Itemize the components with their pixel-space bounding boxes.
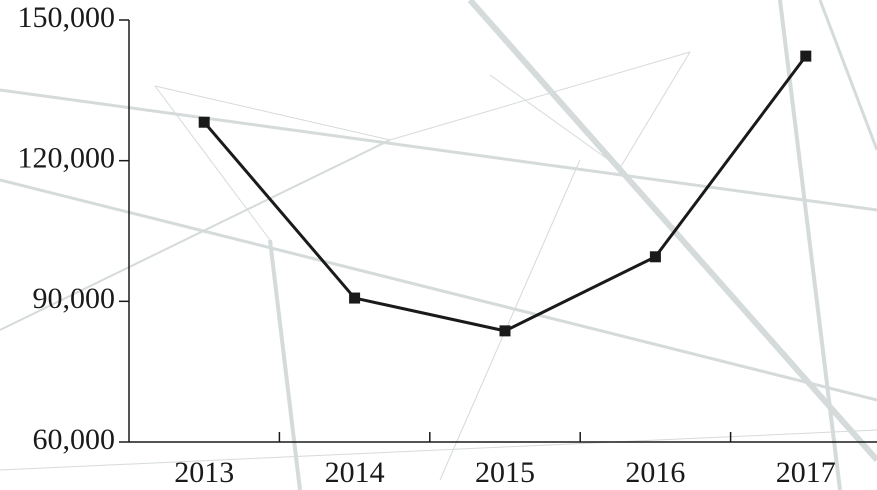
marker — [198, 116, 210, 128]
line — [203, 55, 808, 333]
x-tick-label: 2016 — [625, 456, 685, 489]
y-tick-label: 90,000 — [33, 282, 116, 315]
x-tick-label: 2015 — [475, 456, 535, 489]
y-tick-label: 60,000 — [33, 423, 116, 456]
y-tick-label: 150,000 — [18, 1, 116, 34]
x-tick-label: 2013 — [174, 456, 234, 489]
marker — [349, 292, 361, 304]
marker — [800, 50, 812, 62]
marker — [649, 251, 661, 263]
marker — [499, 325, 511, 337]
y-tick-label: 120,000 — [18, 142, 116, 175]
x-tick-label: 2017 — [776, 456, 836, 489]
x-tick-label: 2014 — [325, 456, 385, 489]
